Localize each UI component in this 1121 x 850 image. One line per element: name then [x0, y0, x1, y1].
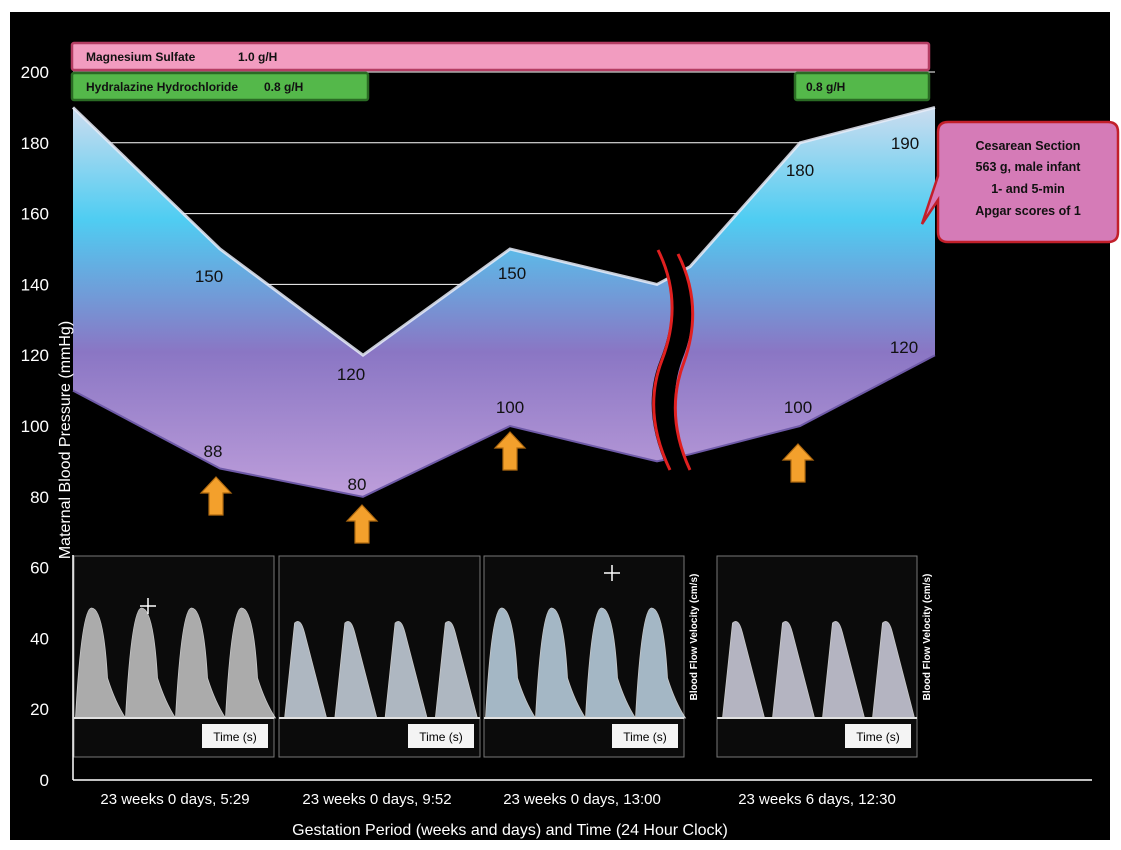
time-label-box	[408, 724, 474, 748]
medication-bar-magnesium: Magnesium Sulfate 1.0 g/H	[70, 41, 931, 72]
time-label-box	[202, 724, 268, 748]
bp-range-area	[73, 107, 935, 497]
doppler-waveform	[384, 620, 428, 719]
axis-break-left	[652, 249, 674, 471]
diastolic-label-3: 100	[496, 398, 524, 417]
doppler-waveform	[175, 607, 227, 719]
systolic-label-2: 120	[337, 365, 365, 384]
doppler-panel-4: Time (s) Blood Flow Velocity (cm/s)	[716, 555, 933, 758]
doppler-waveform	[434, 620, 478, 719]
medication-bar-hydralazine-2: 0.8 g/H	[793, 71, 931, 102]
x-category-labels: 23 weeks 0 days, 5:29 23 weeks 0 days, 9:…	[100, 791, 895, 808]
time-label: Time (s)	[419, 730, 463, 744]
y-tick-140: 140	[21, 275, 49, 294]
doppler-waveform	[225, 607, 277, 719]
doppler-waveform	[334, 620, 378, 719]
medication-bar-hydralazine: Hydralazine Hydrochloride 0.8 g/H	[70, 71, 370, 102]
arrow-up-icon	[493, 431, 527, 471]
y-tick-0: 0	[40, 771, 49, 790]
crosshair-icon	[604, 565, 620, 581]
y-axis-label: Maternal Blood Pressure (mmHg)	[57, 321, 74, 559]
x-category-3: 23 weeks 0 days, 13:00	[503, 791, 661, 808]
doppler-waveform	[772, 620, 816, 719]
y-tick-40: 40	[30, 629, 49, 648]
y-tick-labels: 0 20 40 60 80 100 120 140 160 180 200	[21, 63, 49, 790]
arrow-up-icon	[199, 476, 233, 516]
time-label: Time (s)	[213, 730, 257, 744]
doppler-waveform	[535, 607, 587, 719]
axis-break-gap	[651, 248, 693, 470]
systolic-label-6: 180	[786, 161, 814, 180]
doppler-waveform	[284, 620, 328, 719]
velocity-label: Blood Flow Velocity (cm/s)	[689, 574, 700, 701]
cesarean-callout: Cesarean Section 563 g, male infant 1- a…	[920, 120, 1120, 244]
diastolic-label-2: 80	[348, 475, 367, 494]
callout-line-1: Cesarean Section	[976, 139, 1081, 153]
y-tick-80: 80	[30, 488, 49, 507]
doppler-panel-3: Time (s) Blood Flow Velocity (cm/s)	[483, 555, 700, 758]
magnesium-dose: 1.0 g/H	[238, 50, 277, 64]
systolic-edge-line	[71, 105, 936, 358]
data-labels: 150 120 150 180 190 88 80 100 100 120	[195, 134, 919, 494]
diastolic-edge-line	[72, 354, 936, 498]
velocity-label: Blood Flow Velocity (cm/s)	[922, 574, 933, 701]
time-label: Time (s)	[856, 730, 900, 744]
arrow-up-icon	[781, 443, 815, 483]
time-label-box	[845, 724, 911, 748]
x-category-1: 23 weeks 0 days, 5:29	[100, 791, 249, 808]
doppler-waveform	[125, 607, 177, 719]
doppler-panels: Time (s) Time (s) Time (s) Blood Flow Veloc…	[73, 555, 933, 758]
callout-line-4: Apgar scores of 1	[975, 204, 1081, 218]
doppler-waveform	[585, 607, 637, 719]
y-tick-20: 20	[30, 700, 49, 719]
hydralazine-dose: 0.8 g/H	[264, 80, 303, 94]
time-label-box	[612, 724, 678, 748]
doppler-waveform	[485, 607, 537, 719]
doppler-waveform	[722, 620, 766, 719]
y-tick-60: 60	[30, 559, 49, 578]
callout-line-2: 563 g, male infant	[976, 160, 1082, 174]
systolic-label-7: 190	[891, 134, 919, 153]
x-category-4: 23 weeks 6 days, 12:30	[738, 791, 896, 808]
doppler-panel-1: Time (s)	[73, 555, 277, 758]
magnesium-name: Magnesium Sulfate	[86, 50, 196, 64]
y-tick-100: 100	[21, 417, 49, 436]
hydralazine-dose-2: 0.8 g/H	[806, 80, 845, 94]
doppler-waveform	[872, 620, 916, 719]
doppler-waveform	[75, 607, 127, 719]
time-label: Time (s)	[623, 730, 667, 744]
y-tick-180: 180	[21, 134, 49, 153]
diastolic-label-6: 100	[784, 398, 812, 417]
doppler-panel-2: Time (s)	[278, 555, 481, 758]
y-tick-160: 160	[21, 205, 49, 224]
systolic-label-3: 150	[498, 264, 526, 283]
x-category-2: 23 weeks 0 days, 9:52	[302, 791, 451, 808]
axis-break-right	[673, 253, 695, 471]
callout-line-3: 1- and 5-min	[991, 182, 1065, 196]
crosshair-icon	[140, 598, 156, 614]
measurement-arrows	[199, 431, 815, 544]
hydralazine-name: Hydralazine Hydrochloride	[86, 80, 238, 94]
arrow-up-icon	[345, 504, 379, 544]
diastolic-label-1: 88	[204, 442, 223, 461]
y-tick-200: 200	[21, 63, 49, 82]
systolic-label-1: 150	[195, 267, 223, 286]
diastolic-label-7: 120	[890, 338, 918, 357]
doppler-waveform	[822, 620, 866, 719]
y-tick-120: 120	[21, 346, 49, 365]
doppler-waveform	[635, 607, 687, 719]
x-axis-label: Gestation Period (weeks and days) and Ti…	[292, 822, 728, 839]
